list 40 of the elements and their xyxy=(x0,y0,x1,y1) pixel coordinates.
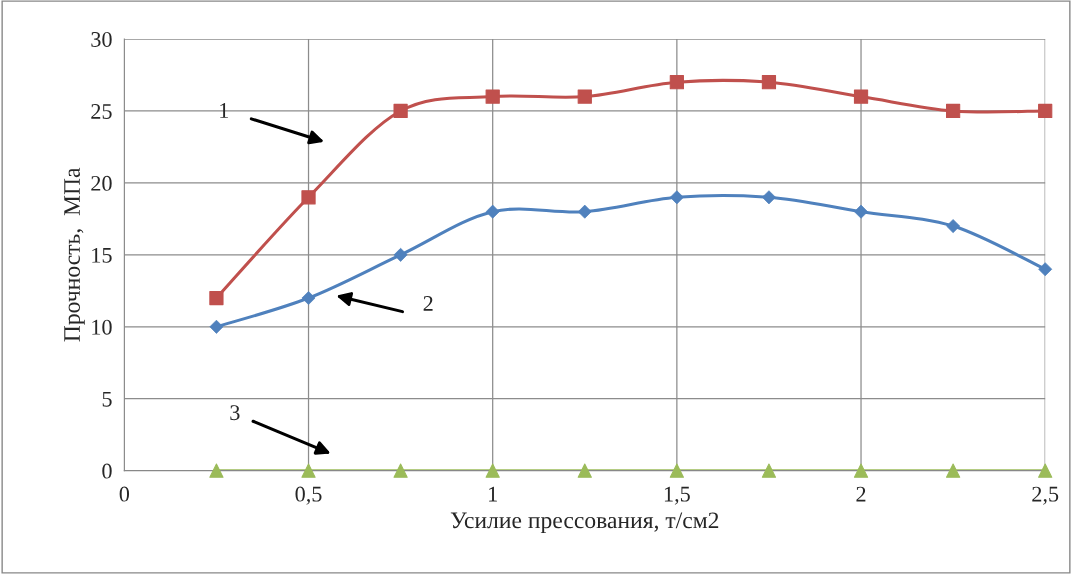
point xyxy=(669,190,684,205)
point xyxy=(577,89,592,104)
annotation: 1 xyxy=(220,103,229,118)
x-tick-label: 0 xyxy=(119,486,130,502)
annotation: 2 xyxy=(423,295,433,311)
x-tick-label: 2 xyxy=(856,486,866,502)
point xyxy=(1038,463,1053,478)
point xyxy=(393,463,408,478)
x-tick-label: 2,5 xyxy=(1032,486,1059,505)
point xyxy=(485,463,500,478)
x-tick-label: 0,5 xyxy=(295,486,322,505)
y-tick-label: 15 xyxy=(92,247,112,263)
point xyxy=(393,103,408,119)
point xyxy=(761,463,777,478)
point xyxy=(853,89,869,104)
point xyxy=(301,190,316,205)
point xyxy=(301,463,316,478)
point xyxy=(209,463,224,478)
x-axis-title: Усилие прессования, т/см2 xyxy=(450,512,719,534)
point xyxy=(577,463,592,478)
point xyxy=(853,463,869,478)
y-axis-title: Прочность, МПа xyxy=(64,167,85,342)
y-tick-label: 25 xyxy=(91,103,112,119)
point xyxy=(946,463,961,478)
point xyxy=(761,75,777,90)
point xyxy=(946,103,961,119)
point xyxy=(1038,103,1053,119)
x-tick-label: 1 xyxy=(489,486,497,502)
point xyxy=(485,89,500,104)
y-tick-label: 10 xyxy=(92,319,112,335)
annotation: 3 xyxy=(230,405,240,421)
y-tick-label: 5 xyxy=(102,391,112,407)
y-tick-label: 20 xyxy=(91,175,112,191)
x-tick-label: 1,5 xyxy=(664,486,690,505)
y-tick-label: 0 xyxy=(102,463,112,479)
y-tick-label: 30 xyxy=(91,31,112,47)
point xyxy=(209,290,224,306)
point xyxy=(301,291,316,305)
point xyxy=(669,463,684,478)
point xyxy=(669,75,684,90)
